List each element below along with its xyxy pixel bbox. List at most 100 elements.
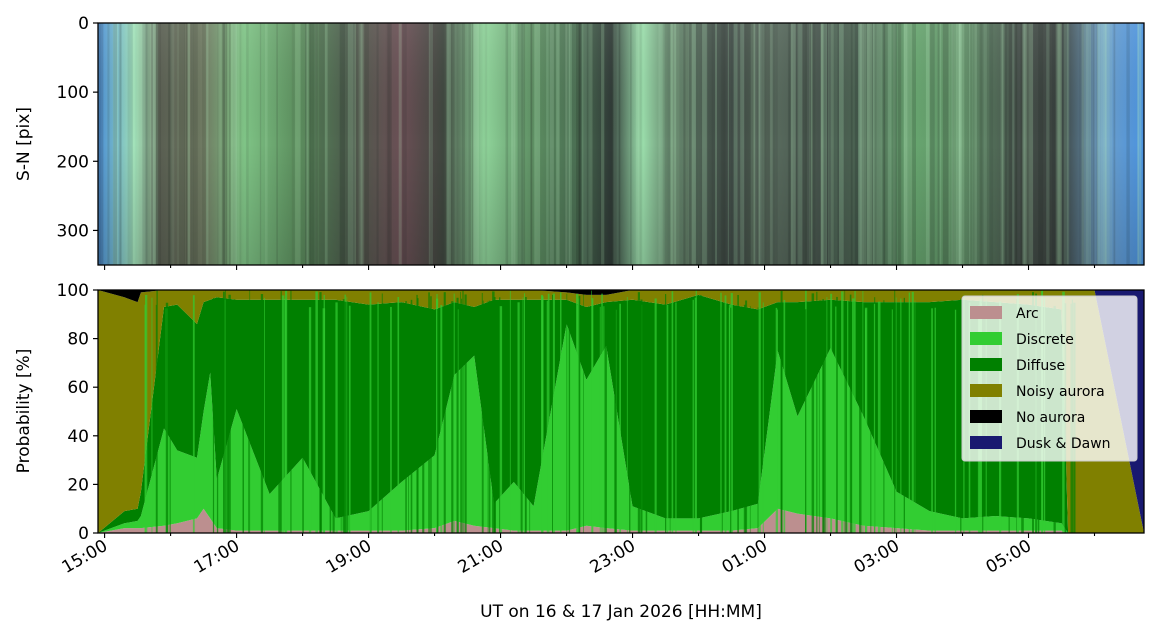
probability-stripe — [228, 294, 231, 533]
probability-stripe — [823, 300, 826, 533]
probability-stripe — [223, 291, 225, 533]
probability-stripe — [844, 290, 846, 533]
probability-stripe — [895, 297, 897, 533]
probability-stripe — [818, 302, 820, 533]
probability-y-label: Probability [%] — [14, 349, 34, 474]
probability-stripe — [911, 291, 914, 533]
y-tick-label: 200 — [57, 152, 89, 172]
probability-stripe — [417, 298, 419, 533]
probability-stripe — [891, 309, 893, 533]
probability-stripe — [340, 308, 342, 533]
probability-stripe — [408, 303, 409, 533]
probability-stripe — [460, 291, 461, 533]
x-tick-label: 21:00 — [455, 536, 507, 578]
probability-stripe — [629, 309, 631, 533]
y-tick-label: 100 — [57, 83, 89, 103]
probability-stripe — [775, 307, 778, 533]
probability-stripe — [462, 290, 464, 533]
keogram-shading — [98, 23, 1144, 265]
probability-stripe — [192, 295, 195, 533]
probability-stripe — [329, 300, 332, 533]
probability-stripe — [934, 307, 936, 533]
probability-stripe — [453, 293, 455, 533]
probability-stripe — [492, 291, 495, 533]
probability-stripe — [422, 309, 425, 533]
legend-swatch — [970, 358, 1002, 371]
probability-stripe — [169, 309, 171, 533]
probability-stripe — [854, 290, 856, 533]
probability-stripe — [835, 306, 837, 533]
probability-stripe — [456, 297, 459, 533]
probability-stripe — [692, 299, 694, 533]
area-discrete — [98, 324, 1144, 533]
probability-stripe — [278, 305, 281, 533]
probability-stripe — [637, 292, 640, 533]
keogram-panel: 0 100 200 300 S-N [pix] — [14, 14, 1145, 270]
probability-stripe — [826, 297, 828, 533]
probability-stripe — [960, 298, 962, 533]
probability-stripe — [151, 297, 153, 533]
probability-stripe — [428, 292, 430, 533]
area-arc — [98, 508, 1144, 533]
probability-stripe — [552, 294, 553, 533]
probability-stripe — [566, 293, 568, 533]
probability-stripe — [529, 305, 531, 533]
probability-stripe — [862, 290, 864, 533]
probability-stripe — [669, 304, 671, 533]
probability-stripe — [841, 291, 844, 533]
probability-stripe — [522, 297, 524, 533]
keogram-y-label: S-N [pix] — [14, 107, 34, 181]
probability-stripe — [816, 291, 818, 533]
probability-stripe — [619, 303, 621, 533]
probability-stripe — [822, 302, 824, 533]
probability-stripe — [870, 302, 872, 533]
legend-swatch — [970, 436, 1002, 449]
probability-stripe — [954, 309, 957, 533]
probability-stripe — [737, 294, 739, 533]
probability-stripe — [319, 303, 322, 533]
probability-stripe — [849, 294, 852, 533]
probability-stripe — [482, 300, 484, 533]
probability-stripe — [560, 292, 562, 533]
probability-stripe — [248, 302, 250, 533]
keogram-y-axis: 0 100 200 300 — [57, 14, 98, 241]
probability-stripe — [903, 297, 905, 533]
probability-stripes — [144, 290, 1076, 533]
probability-stripe — [216, 302, 219, 533]
probability-stripe — [645, 307, 648, 533]
probability-stripe — [883, 300, 885, 533]
x-axis-label: UT on 16 & 17 Jan 2026 [HH:MM] — [480, 602, 762, 622]
x-tick-label: 19:00 — [323, 536, 375, 578]
probability-stripe — [576, 293, 579, 533]
probability-stripe — [757, 307, 759, 533]
probability-stripe — [699, 302, 703, 533]
y-tick-label: 60 — [67, 378, 89, 398]
y-tick-label: 300 — [57, 221, 89, 241]
probability-stripe — [280, 291, 282, 533]
legend-label: Discrete — [1016, 332, 1074, 348]
probability-stripe — [443, 292, 446, 533]
probability-stripe — [850, 307, 853, 533]
x-tick-label: 03:00 — [851, 536, 903, 578]
probability-stripe — [525, 297, 527, 533]
legend-swatch — [970, 410, 1002, 423]
probability-stripe — [730, 307, 732, 533]
probability-stripe — [780, 302, 783, 533]
probability-stripe — [156, 290, 158, 533]
probability-x-axis: 15:00 17:00 19:00 21:00 23:00 01:00 03:00 05:00 — [59, 533, 1096, 578]
probability-stripe — [743, 304, 746, 533]
probability-stripe — [640, 299, 643, 533]
probability-y-axis: 0 20 40 60 80 100 — [57, 281, 98, 544]
probability-stripe — [335, 302, 338, 533]
y-tick-label: 100 — [57, 281, 89, 301]
probability-stripe — [405, 301, 407, 533]
probability-stripe — [145, 294, 148, 533]
probability-stripe — [249, 290, 251, 533]
probability-stripe — [541, 296, 544, 533]
probability-stripe — [509, 290, 511, 533]
probability-stripe — [285, 290, 288, 533]
legend-label: Diffuse — [1016, 358, 1065, 374]
probability-stripe — [242, 309, 244, 533]
legend-box — [961, 295, 1138, 462]
